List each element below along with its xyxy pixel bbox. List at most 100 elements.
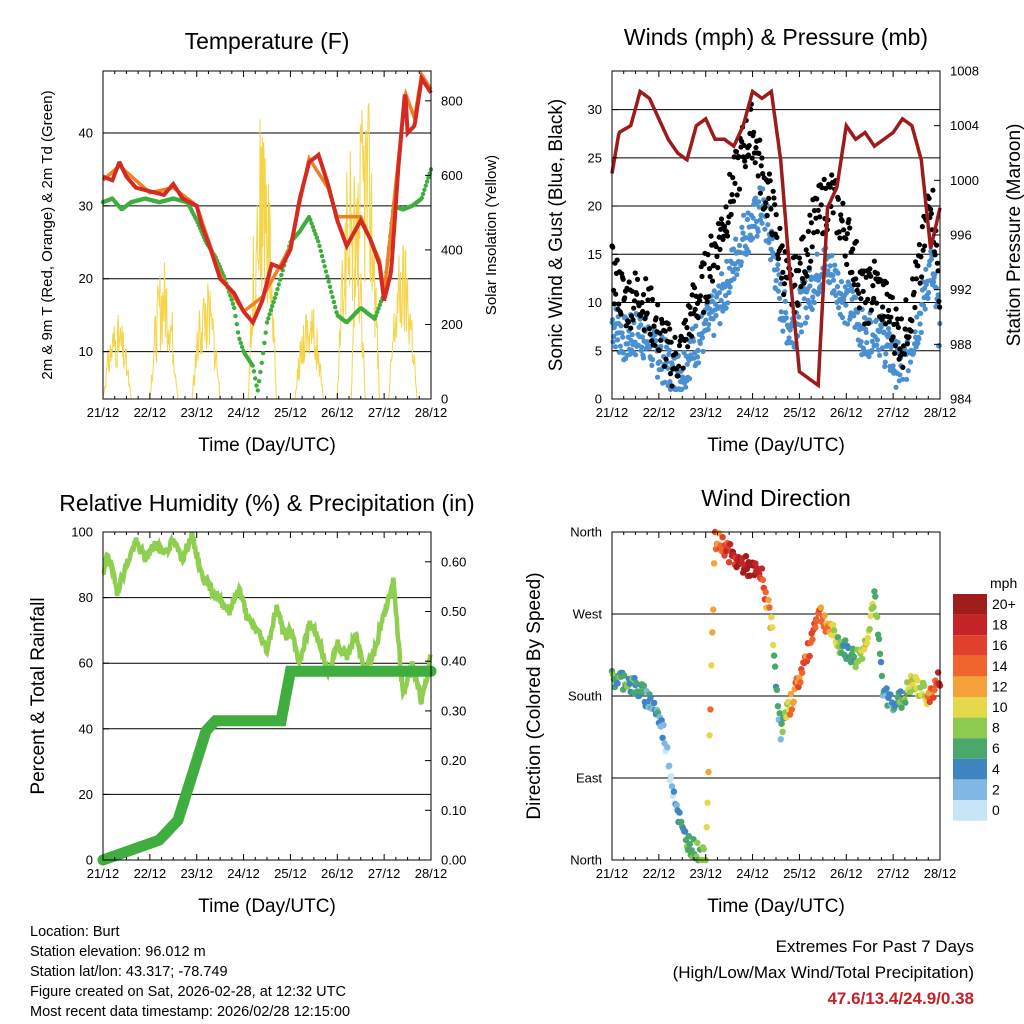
sonic-wind-point: [734, 266, 741, 272]
direction-point: [768, 613, 775, 621]
x-tick-label: 27/12: [368, 866, 401, 881]
x-tick-label: 21/12: [596, 866, 629, 881]
gust-point: [781, 291, 787, 298]
sonic-wind-point: [620, 334, 626, 340]
sonic-wind-point: [765, 222, 771, 228]
dewpoint-point: [239, 344, 245, 350]
sonic-wind-point: [831, 288, 837, 294]
gust-point: [865, 296, 871, 302]
sonic-wind-point: [687, 376, 693, 382]
gust-point: [890, 334, 896, 340]
humidity-precip-panel: 21/12 22/12 23/12 24/12 25/12 26/12 27/12 28/12…: [28, 490, 475, 917]
gust-point: [657, 330, 663, 336]
gust-point: [648, 285, 654, 291]
gust-point: [766, 195, 772, 201]
colorbar-swatch: [953, 594, 987, 615]
gust-point: [668, 339, 674, 345]
pressure-line: [610, 88, 942, 389]
x-tick-label: 22/12: [643, 405, 676, 420]
gust-point: [718, 226, 724, 232]
gust-point: [647, 331, 653, 337]
direction-point: [867, 612, 874, 620]
direction-point: [875, 635, 883, 643]
sonic-wind-point: [638, 322, 644, 328]
sonic-wind-point: [863, 329, 869, 335]
sonic-wind-point: [780, 328, 786, 334]
sonic-wind-point: [723, 292, 729, 299]
direction-point: [797, 679, 804, 686]
dewpoint-point: [277, 277, 283, 282]
gust-point: [903, 297, 909, 303]
y2-tick-label: 600: [441, 168, 463, 183]
extremes-values: 47.6/13.4/24.9/0.38: [827, 989, 974, 1008]
x-tick-label: 25/12: [783, 866, 816, 881]
gust-point: [910, 276, 916, 282]
gust-point: [707, 274, 713, 280]
y2-tick-label: 0.40: [441, 654, 466, 669]
sonic-wind-point: [858, 339, 864, 345]
gust-point: [706, 266, 713, 272]
x-tick-label: 26/12: [321, 405, 354, 420]
gust-point: [730, 198, 737, 204]
direction-point: [872, 593, 879, 600]
gust-point: [901, 351, 908, 357]
y2-axis-title: Station Pressure (Maroon): [1004, 124, 1024, 347]
dewpoint-point: [322, 264, 327, 269]
x-tick-label: 25/12: [274, 405, 307, 420]
gust-point: [675, 373, 681, 379]
direction-point: [759, 576, 767, 584]
gust-point: [626, 279, 632, 285]
y-tick-label: 20: [79, 787, 93, 802]
gust-point: [805, 228, 812, 234]
dewpoint-point: [424, 179, 430, 184]
gust-point: [672, 334, 678, 340]
dewpoint-point: [255, 388, 260, 393]
gust-point: [858, 296, 864, 302]
dewpoint-point: [268, 308, 274, 313]
gust-point: [676, 342, 683, 349]
dewpoint-point: [238, 340, 243, 346]
sonic-wind-point: [738, 259, 744, 265]
gust-point: [620, 276, 626, 282]
gust-point: [724, 233, 731, 239]
gust-point: [856, 305, 863, 311]
solar-insolation-line: [336, 151, 366, 400]
sonic-wind-point: [615, 337, 621, 343]
sonic-wind-point: [649, 362, 655, 368]
direction-point: [930, 694, 937, 701]
gust-point: [729, 192, 735, 198]
gust-point: [781, 281, 788, 287]
sonic-wind-point: [716, 290, 723, 296]
gust-point: [771, 195, 777, 201]
direction-point: [864, 634, 871, 642]
sonic-wind-point: [620, 350, 626, 356]
dewpoint-point: [308, 217, 313, 222]
sonic-wind-point: [726, 265, 733, 271]
gust-point: [643, 276, 649, 282]
colorbar-label: 10: [992, 699, 1008, 715]
gust-point: [757, 137, 763, 143]
y-axis-title: Percent & Total Rainfall: [28, 597, 49, 794]
sonic-wind-point: [640, 355, 647, 361]
x-tick-label: 28/12: [415, 405, 448, 420]
sonic-wind-point: [711, 332, 717, 338]
x-tick-label: 26/12: [830, 866, 863, 881]
y-tick-label: 60: [79, 656, 93, 671]
sonic-wind-point: [744, 216, 751, 223]
gust-point: [874, 271, 881, 277]
gust-point: [651, 323, 657, 329]
sonic-wind-point: [922, 306, 928, 312]
gust-point: [767, 178, 773, 184]
direction-point: [876, 650, 884, 657]
plot-frame: [102, 531, 432, 861]
sonic-wind-point: [689, 326, 696, 332]
sonic-wind-point: [727, 284, 733, 290]
direction-point: [859, 655, 866, 662]
dewpoint-point: [258, 369, 263, 375]
gust-point: [695, 315, 701, 321]
gust-point: [801, 280, 807, 286]
gust-point: [811, 208, 818, 214]
x-tick-label: 24/12: [227, 866, 260, 881]
dewpoint-point: [327, 284, 333, 289]
